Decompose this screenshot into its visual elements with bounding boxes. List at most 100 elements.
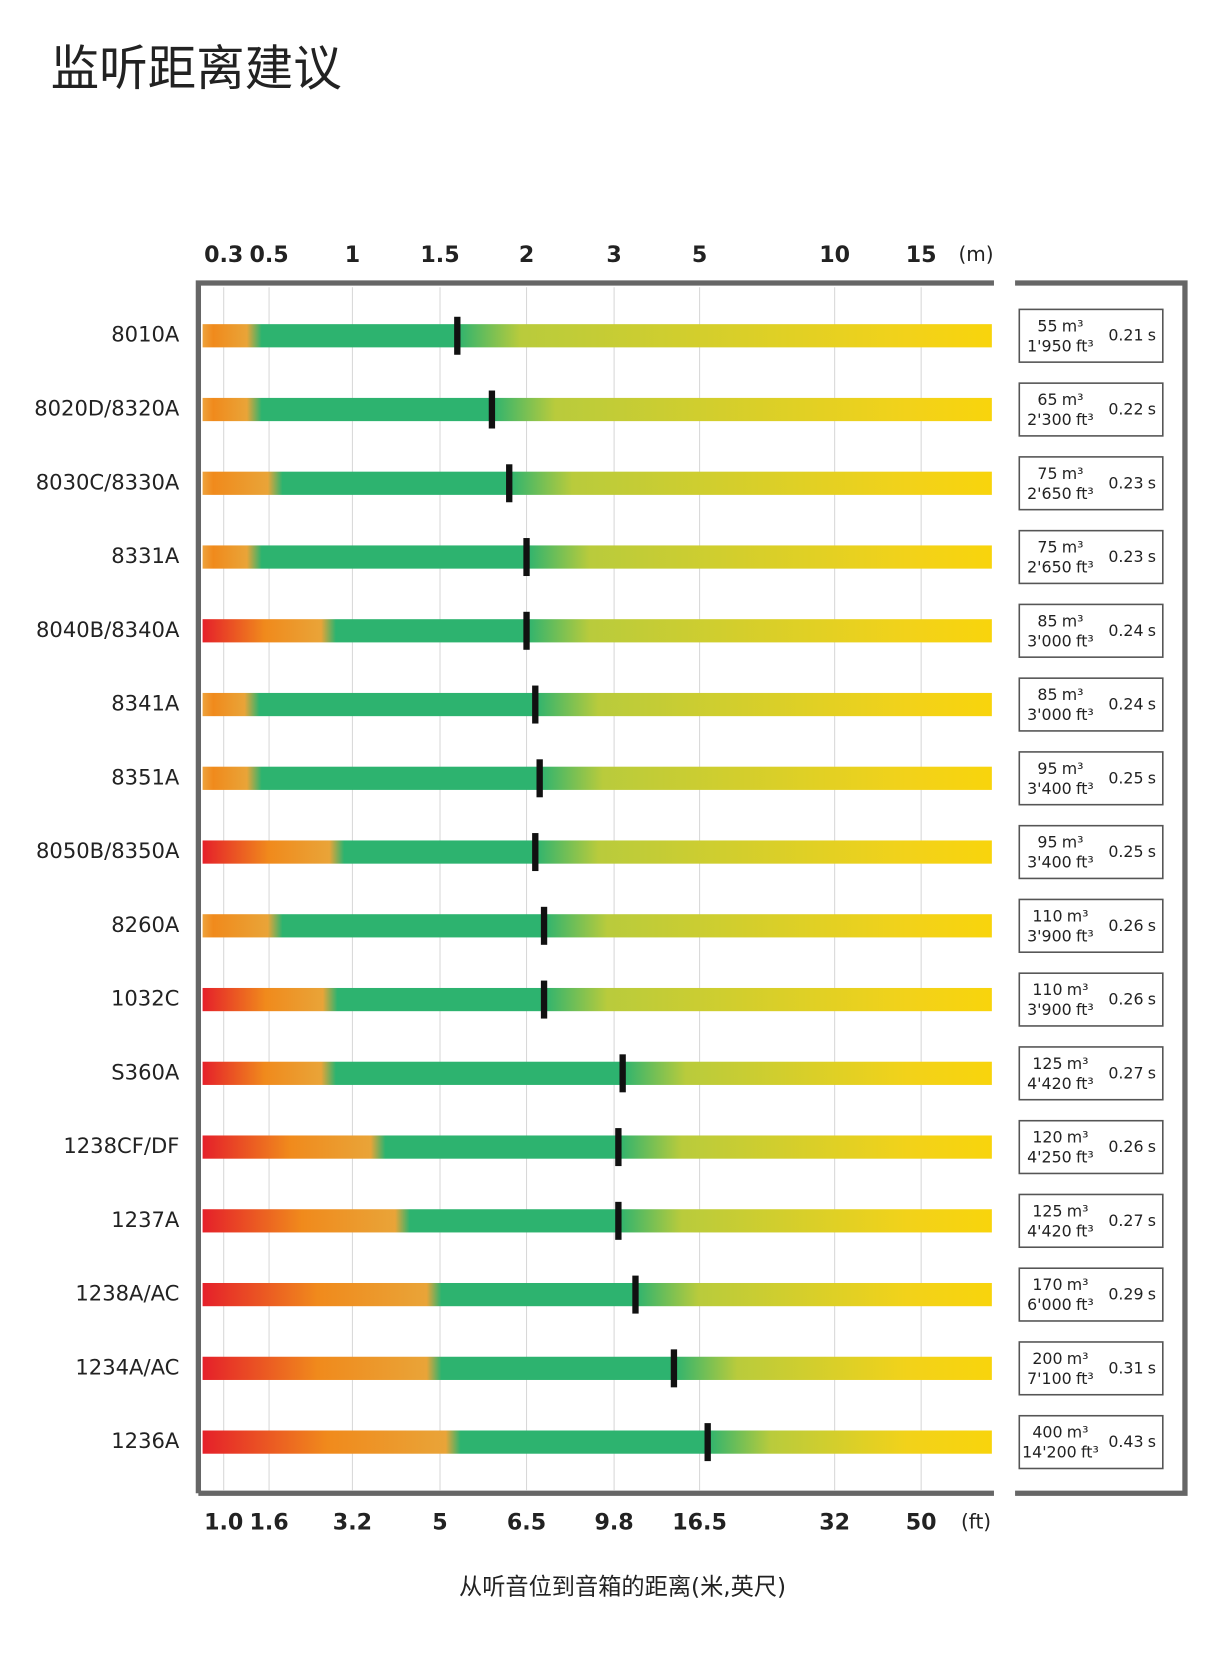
volume-ft3-unit: ft³: [1076, 1295, 1094, 1314]
distance-marker: [540, 980, 548, 1019]
volume-ft3-value: 1'950: [1027, 336, 1072, 355]
distance-marker: [619, 1054, 626, 1093]
reverb-time: 0.22 s: [1108, 399, 1156, 418]
room-volume-ft3: 2'650 ft³: [1027, 557, 1094, 576]
room-volume-m3: 125 m³: [1032, 1201, 1088, 1220]
reverb-time-value: 0.25: [1108, 842, 1143, 861]
reverb-time: 0.23 s: [1108, 473, 1156, 492]
distance-bar: [202, 619, 992, 643]
distance-marker: [704, 1423, 711, 1462]
x-tick-label-bottom: 16.5: [672, 1509, 727, 1535]
category-label: 1032C: [111, 986, 179, 1011]
room-volume-ft3: 2'650 ft³: [1027, 483, 1094, 502]
room-volume-m3: 75 m³: [1037, 537, 1083, 556]
distance-bar: [202, 545, 992, 569]
reverb-time: 0.23 s: [1108, 547, 1156, 566]
room-volume-ft3: 3'400 ft³: [1027, 778, 1094, 797]
volume-ft3-unit: ft³: [1076, 483, 1094, 502]
room-info-box: [1018, 382, 1164, 437]
volume-ft3-value: 2'650: [1027, 557, 1072, 576]
x-tick-label-top: 0.3: [204, 242, 243, 268]
room-info-box: [1018, 1193, 1164, 1249]
volume-ft3-value: 6'000: [1027, 1295, 1072, 1314]
volume-m3-unit: m³: [1067, 1348, 1089, 1367]
x-tick-label-top: 3: [606, 242, 621, 268]
reverb-time-value: 0.27: [1108, 1210, 1143, 1229]
room-info-box: [1018, 1119, 1164, 1175]
volume-ft3-value: 4'250: [1027, 1147, 1072, 1166]
volume-m3-unit: m³: [1062, 316, 1084, 335]
x-tick-label-top: 1.5: [420, 242, 459, 268]
x-unit-top: (m): [958, 242, 993, 266]
volume-m3-unit: m³: [1067, 1275, 1089, 1294]
category-label: 1238A/AC: [75, 1281, 179, 1306]
volume-m3-unit: m³: [1062, 611, 1084, 630]
reverb-time: 0.26 s: [1108, 915, 1156, 934]
volume-m3-unit: m³: [1067, 906, 1089, 925]
volume-m3-unit: m³: [1067, 1127, 1089, 1146]
distance-bar: [202, 324, 992, 348]
x-tick-label-top: 0.5: [249, 242, 288, 268]
reverb-time-value: 0.23: [1108, 473, 1143, 492]
volume-ft3-unit: ft³: [1076, 1368, 1094, 1387]
room-volume-ft3: 1'950 ft³: [1027, 336, 1094, 355]
volume-m3-value: 110: [1032, 906, 1062, 925]
volume-ft3-unit: ft³: [1076, 926, 1094, 945]
room-info-box: [1018, 972, 1164, 1027]
volume-ft3-unit: ft³: [1076, 852, 1094, 871]
room-volume-m3: 55 m³: [1037, 316, 1083, 335]
room-volume-ft3: 4'420 ft³: [1027, 1221, 1094, 1240]
distance-marker: [523, 538, 530, 577]
reverb-time-unit: s: [1148, 842, 1156, 861]
room-volume-m3: 110 m³: [1032, 906, 1088, 925]
volume-m3-unit: m³: [1067, 1201, 1089, 1220]
reverb-time-unit: s: [1148, 1210, 1156, 1229]
volume-ft3-value: 4'420: [1027, 1073, 1072, 1092]
volume-ft3-value: 3'000: [1027, 631, 1072, 650]
volume-m3-value: 85: [1037, 611, 1057, 630]
room-volume-m3: 400 m³: [1032, 1422, 1088, 1441]
room-info-box: [1018, 677, 1164, 732]
category-label: 1234A/AC: [75, 1354, 179, 1379]
distance-bar: [202, 1135, 992, 1159]
room-volume-ft3: 3'900 ft³: [1027, 926, 1094, 945]
room-volume-m3: 170 m³: [1032, 1275, 1088, 1294]
volume-ft3-unit: ft³: [1076, 336, 1094, 355]
category-label: 8331A: [111, 543, 180, 568]
room-volume-ft3: 4'250 ft³: [1027, 1147, 1094, 1166]
room-volume-m3: 85 m³: [1037, 611, 1083, 630]
room-info-box: [1018, 603, 1164, 658]
volume-ft3-value: 2'300: [1027, 410, 1072, 429]
distance-marker: [488, 390, 496, 429]
x-tick-label-top: 15: [906, 242, 937, 268]
volume-ft3-value: 7'100: [1027, 1368, 1072, 1387]
reverb-time-value: 0.24: [1108, 620, 1143, 639]
volume-ft3-value: 2'650: [1027, 483, 1072, 502]
x-tick-label-bottom: 6.5: [507, 1509, 546, 1535]
reverb-time-value: 0.29: [1108, 1284, 1143, 1303]
room-info-box: [1018, 456, 1164, 511]
volume-ft3-unit: ft³: [1076, 1221, 1094, 1240]
category-label: 8050B/8350A: [36, 838, 180, 863]
volume-ft3-unit: ft³: [1076, 631, 1094, 650]
reverb-time-unit: s: [1148, 1137, 1156, 1156]
distance-bar: [202, 987, 992, 1012]
category-label: 8341A: [111, 691, 180, 716]
volume-ft3-value: 4'420: [1027, 1221, 1072, 1240]
distance-marker: [536, 759, 543, 798]
distance-bar: [202, 914, 992, 938]
distance-marker: [532, 833, 539, 872]
volume-m3-value: 120: [1032, 1127, 1062, 1146]
x-tick-label-bottom: 5: [432, 1509, 447, 1535]
volume-ft3-unit: ft³: [1076, 705, 1094, 724]
x-tick-label-top: 1: [345, 242, 360, 268]
volume-m3-value: 75: [1037, 463, 1057, 482]
reverb-time: 0.29 s: [1108, 1284, 1156, 1303]
distance-bar: [202, 397, 992, 422]
reverb-time-unit: s: [1148, 915, 1156, 934]
reverb-time: 0.26 s: [1108, 1137, 1156, 1156]
reverb-time-unit: s: [1148, 1284, 1156, 1303]
volume-m3-unit: m³: [1062, 685, 1084, 704]
volume-ft3-unit: ft³: [1076, 410, 1094, 429]
